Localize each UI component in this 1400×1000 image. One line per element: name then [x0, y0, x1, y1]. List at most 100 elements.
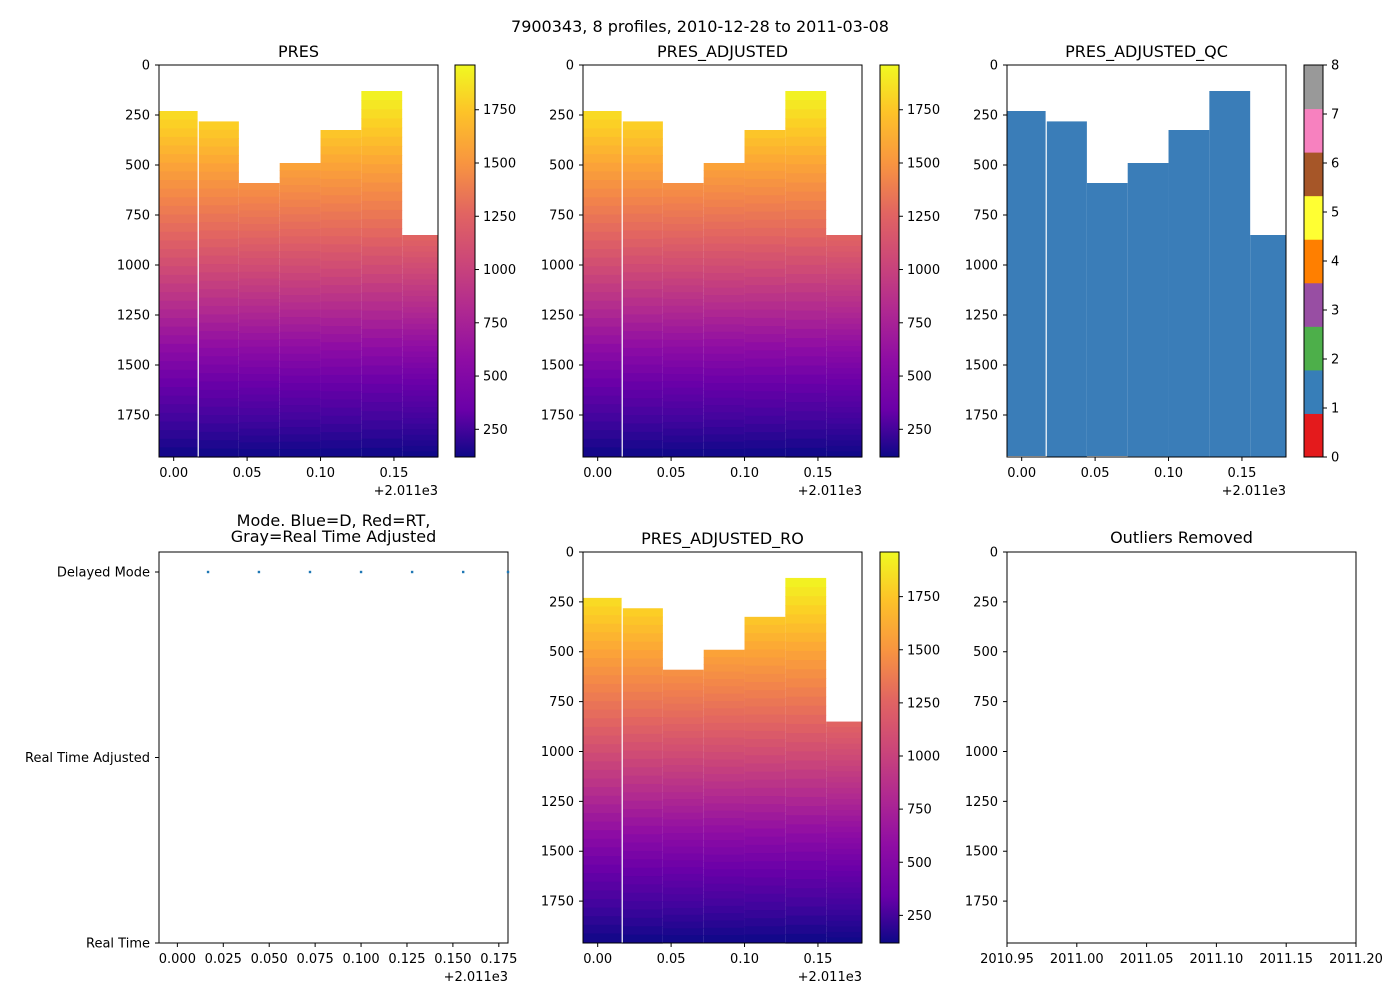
pressure-cell [361, 447, 403, 458]
pressure-cell [785, 860, 827, 871]
pressure-cell [744, 796, 786, 805]
pressure-cell [402, 412, 438, 419]
pressure-cell [622, 859, 663, 869]
pressure-cell [703, 781, 745, 790]
pressure-cell [159, 197, 199, 207]
pressure-cell [583, 744, 623, 754]
pressure-cell [662, 887, 704, 895]
pressure-cell [826, 815, 862, 822]
pressure-cell [785, 310, 827, 321]
pressure-cell [826, 826, 862, 833]
pressure-cell [662, 346, 704, 355]
pressure-cell [159, 154, 199, 164]
pressure-cell [826, 412, 862, 419]
axes-frame [158, 551, 509, 944]
pressure-cell [662, 278, 704, 286]
pressure-cell [744, 432, 786, 441]
pressure-cell [622, 691, 663, 701]
pressure-cell [744, 138, 786, 147]
pressure-cell [622, 180, 663, 190]
pressure-cell [703, 752, 745, 761]
pressure-cell [402, 284, 438, 292]
pressure-cell [662, 853, 704, 861]
pressure-cell [744, 624, 786, 634]
pressure-cell [703, 913, 745, 922]
pressure-cell [583, 632, 623, 642]
pressure-cell [826, 290, 862, 297]
y-tick-label: 1000 [965, 745, 998, 760]
pressure-cell [361, 438, 403, 449]
pressure-cell [159, 249, 199, 259]
pressure-cell [826, 859, 862, 867]
pressure-cell [361, 310, 403, 321]
pressure-cell [622, 775, 663, 785]
pressure-cell [583, 119, 623, 129]
pressure-cell [744, 681, 786, 691]
pressure-cell [198, 440, 239, 450]
pressure-cell [622, 884, 663, 894]
pressure-cell [785, 109, 827, 120]
pressure-cell [662, 894, 704, 902]
x-tick-label: 0.150 [434, 952, 471, 967]
pressure-cell [785, 605, 827, 616]
pressure-cell [279, 441, 321, 450]
pressure-cell [622, 255, 663, 265]
pressure-cell [703, 927, 745, 936]
pressure-cell [826, 318, 862, 325]
pressure-cell [320, 219, 362, 229]
pressure-cell [622, 850, 663, 860]
pressure-cell [744, 706, 786, 716]
pressure-cell [198, 289, 239, 299]
pressure-cell [198, 297, 239, 307]
pressure-cell [703, 847, 745, 856]
pressure-cell [320, 187, 362, 196]
pressure-cell [279, 221, 321, 230]
pressure-cell [744, 657, 786, 667]
pressure-cell [744, 285, 786, 294]
pressure-cell [320, 358, 362, 368]
pressure-cell [785, 869, 827, 880]
pressure-cell [622, 213, 663, 223]
colorbar-tick-label: 1750 [483, 103, 516, 118]
pressure-cell [826, 776, 862, 784]
pressure-cell [402, 445, 438, 453]
pressure-cell [826, 810, 862, 817]
pressure-cell [703, 905, 745, 914]
pressure-cell [703, 722, 745, 731]
pressure-cell [785, 796, 827, 807]
pressure-cell [785, 392, 827, 403]
pressure-cell [198, 163, 239, 173]
pressure-cell [662, 353, 704, 362]
pressure-cell [198, 314, 239, 324]
pressure-cell [703, 207, 745, 215]
pressure-cell [662, 271, 704, 280]
pressure-cell [583, 162, 623, 172]
pressure-cell [402, 395, 438, 403]
pressure-cell [361, 237, 403, 248]
y-tick-label: 500 [549, 159, 574, 174]
pressure-cell [622, 322, 663, 332]
pressure-cell [622, 633, 663, 643]
pressure-cell [662, 305, 704, 314]
pressure-cell [744, 730, 786, 740]
pressure-cell [662, 703, 704, 712]
pressure-cell [744, 690, 786, 699]
y-tick-label: Real Time [86, 937, 150, 952]
pressure-cell [198, 356, 239, 366]
colorbar-tick-label: 3 [1331, 304, 1339, 319]
pressure-cell [785, 669, 827, 679]
pressure-cell [662, 717, 704, 725]
pressure-cell [785, 933, 827, 944]
pressure-cell [826, 832, 862, 839]
pressure-cell [622, 717, 663, 727]
pressure-cell [198, 339, 239, 349]
pressure-cell [238, 271, 280, 280]
pressure-cell [622, 909, 663, 919]
pressure-cell [744, 350, 786, 360]
pressure-cell [785, 687, 827, 698]
x-tick-label: 0.05 [657, 466, 686, 481]
pressure-cell [622, 842, 663, 852]
pressure-cell [361, 402, 403, 412]
y-tick-label: 1500 [965, 359, 998, 374]
pressure-cell [238, 210, 280, 218]
